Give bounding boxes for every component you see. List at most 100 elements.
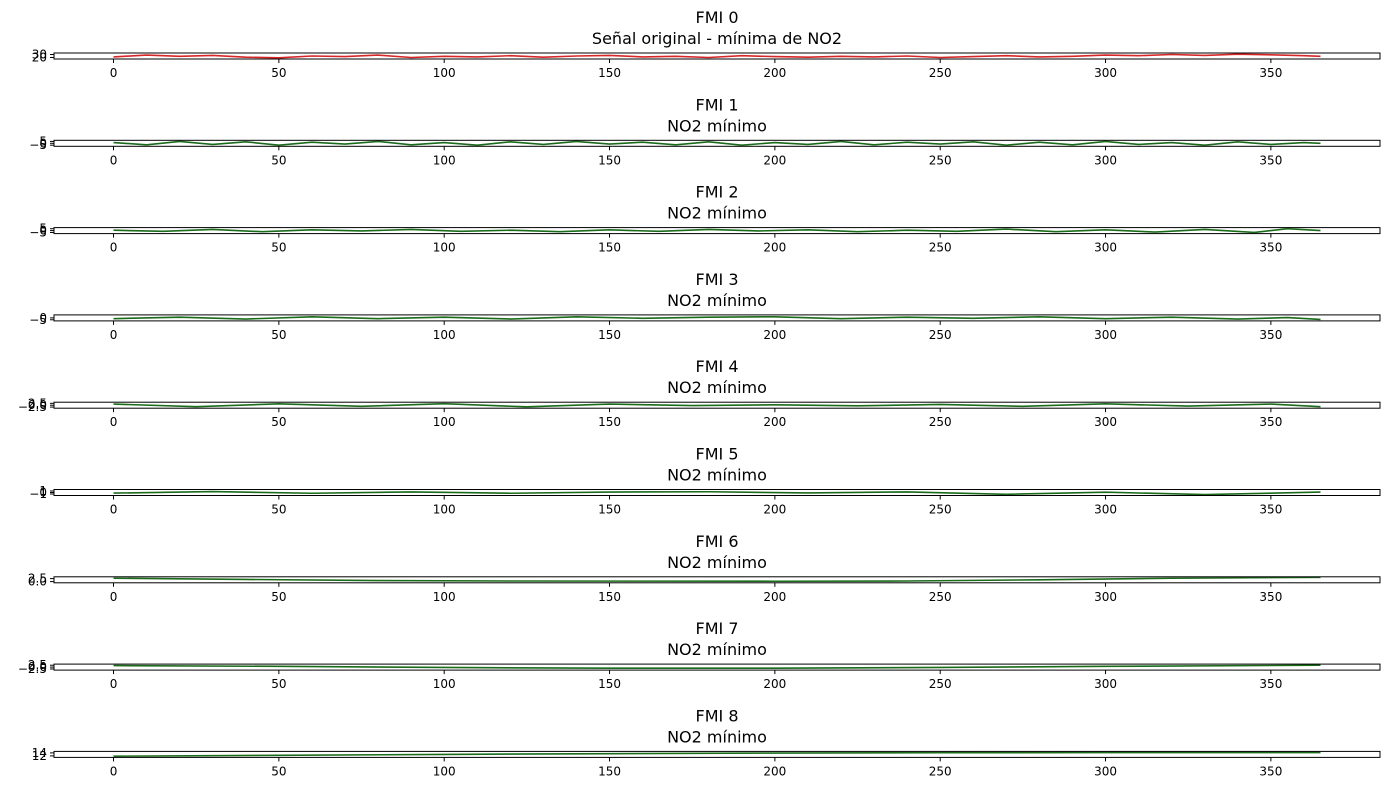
x-tick-label: 250 (929, 328, 952, 342)
x-tick-label: 200 (763, 153, 786, 167)
x-tick-label: 0 (110, 590, 118, 604)
x-tick-label: 200 (763, 328, 786, 342)
panel-title: FMI 0 (696, 8, 739, 27)
panel-subtitle: NO2 mínimo (667, 378, 767, 397)
y-tick-label: −5 (29, 313, 47, 327)
y-tick-label: −1 (29, 487, 47, 501)
x-tick-label: 0 (110, 677, 118, 691)
x-tick-label: 350 (1259, 153, 1282, 167)
axes-frame (53, 576, 1381, 584)
x-tick-label: 250 (929, 415, 952, 429)
x-tick-label: 350 (1259, 764, 1282, 778)
axes-frame (53, 52, 1381, 60)
y-tick-label: 0.0 (28, 575, 47, 589)
x-tick-label: 0 (110, 153, 118, 167)
y-tick-label: 0 (39, 224, 47, 238)
y-tick-label: 1 (39, 484, 47, 498)
x-tick-label: 100 (433, 503, 456, 517)
x-tick-label: 300 (1094, 503, 1117, 517)
x-tick-label: 100 (433, 415, 456, 429)
panel-title: FMI 1 (696, 95, 739, 114)
panel-7: FMI 7 NO2 mínimo 0 50 100 150 200 250 300 350 −2.5… (18, 619, 1381, 691)
x-tick-label: 150 (598, 503, 621, 517)
series-line-0 (113, 576, 1321, 583)
x-tick-label: 100 (433, 764, 456, 778)
panel-title: FMI 6 (696, 532, 739, 551)
x-tick-label: 300 (1094, 328, 1117, 342)
x-tick-label: 200 (763, 503, 786, 517)
x-tick-label: 350 (1259, 677, 1282, 691)
y-tick-label: 14 (32, 746, 47, 760)
panel-subtitle: NO2 mínimo (667, 116, 767, 135)
panel-title: FMI 8 (696, 706, 739, 725)
series-line-0 (113, 140, 1321, 146)
y-tick-label: 5 (39, 134, 47, 148)
panel-subtitle: NO2 mínimo (667, 553, 767, 572)
x-tick-label: 50 (271, 66, 286, 80)
x-tick-label: 150 (598, 590, 621, 604)
series-line-0 (113, 315, 1321, 321)
series-line-0 (113, 664, 1321, 670)
x-tick-label: 250 (929, 66, 952, 80)
x-tick-label: 150 (598, 415, 621, 429)
x-tick-label: 200 (763, 677, 786, 691)
panel-6: FMI 6 NO2 mínimo 0 50 100 150 200 250 300 350 0.02… (28, 532, 1381, 604)
x-tick-label: 0 (110, 764, 118, 778)
x-tick-label: 50 (271, 241, 286, 255)
y-tick-label: 0 (39, 311, 47, 325)
panel-subtitle: NO2 mínimo (667, 291, 767, 310)
x-tick-label: 250 (929, 677, 952, 691)
series-line-0 (113, 751, 1321, 758)
y-tick-label: 0 (39, 486, 47, 500)
x-tick-label: 100 (433, 677, 456, 691)
panel-subtitle: NO2 mínimo (667, 466, 767, 485)
y-tick-label: −5 (29, 225, 47, 239)
panel-title: FMI 3 (696, 270, 739, 289)
x-tick-label: 200 (763, 764, 786, 778)
x-tick-label: 0 (110, 241, 118, 255)
x-tick-label: 150 (598, 677, 621, 691)
x-tick-label: 300 (1094, 153, 1117, 167)
series-line-0 (113, 490, 1321, 496)
x-tick-label: 350 (1259, 590, 1282, 604)
y-tick-label: 2.5 (28, 572, 47, 586)
x-tick-label: 100 (433, 66, 456, 80)
panel-subtitle: NO2 mínimo (667, 640, 767, 659)
x-tick-label: 50 (271, 415, 286, 429)
panel-title: FMI 2 (696, 183, 739, 202)
x-tick-label: 100 (433, 590, 456, 604)
x-tick-label: 300 (1094, 677, 1117, 691)
x-tick-label: 300 (1094, 590, 1117, 604)
x-tick-label: 250 (929, 153, 952, 167)
x-tick-label: 250 (929, 764, 952, 778)
x-tick-label: 350 (1259, 503, 1282, 517)
series-line-0 (113, 53, 1321, 59)
x-tick-label: 200 (763, 241, 786, 255)
series-line-0 (113, 227, 1321, 234)
series-line-0 (113, 402, 1321, 408)
y-tick-label: −2.5 (18, 400, 47, 414)
x-tick-label: 350 (1259, 415, 1282, 429)
x-tick-label: 200 (763, 66, 786, 80)
y-tick-label: 0.0 (28, 660, 47, 674)
x-tick-label: 0 (110, 328, 118, 342)
x-tick-label: 150 (598, 328, 621, 342)
panel-subtitle: NO2 mínimo (667, 204, 767, 223)
x-tick-label: 300 (1094, 415, 1117, 429)
x-tick-label: 150 (598, 764, 621, 778)
x-tick-label: 350 (1259, 66, 1282, 80)
y-tick-label: −5 (29, 138, 47, 152)
panel-subtitle: Señal original - mínima de NO2 (592, 29, 842, 48)
panel-title: FMI 5 (696, 445, 739, 464)
axes-frame (53, 750, 1381, 758)
x-tick-label: 50 (271, 328, 286, 342)
panel-0: FMI 0 Señal original - mínima de NO2 0 50 10… (32, 8, 1381, 80)
panel-title: FMI 7 (696, 619, 739, 638)
x-tick-label: 0 (110, 503, 118, 517)
x-tick-label: 250 (929, 503, 952, 517)
y-tick-label: 30 (32, 48, 47, 62)
